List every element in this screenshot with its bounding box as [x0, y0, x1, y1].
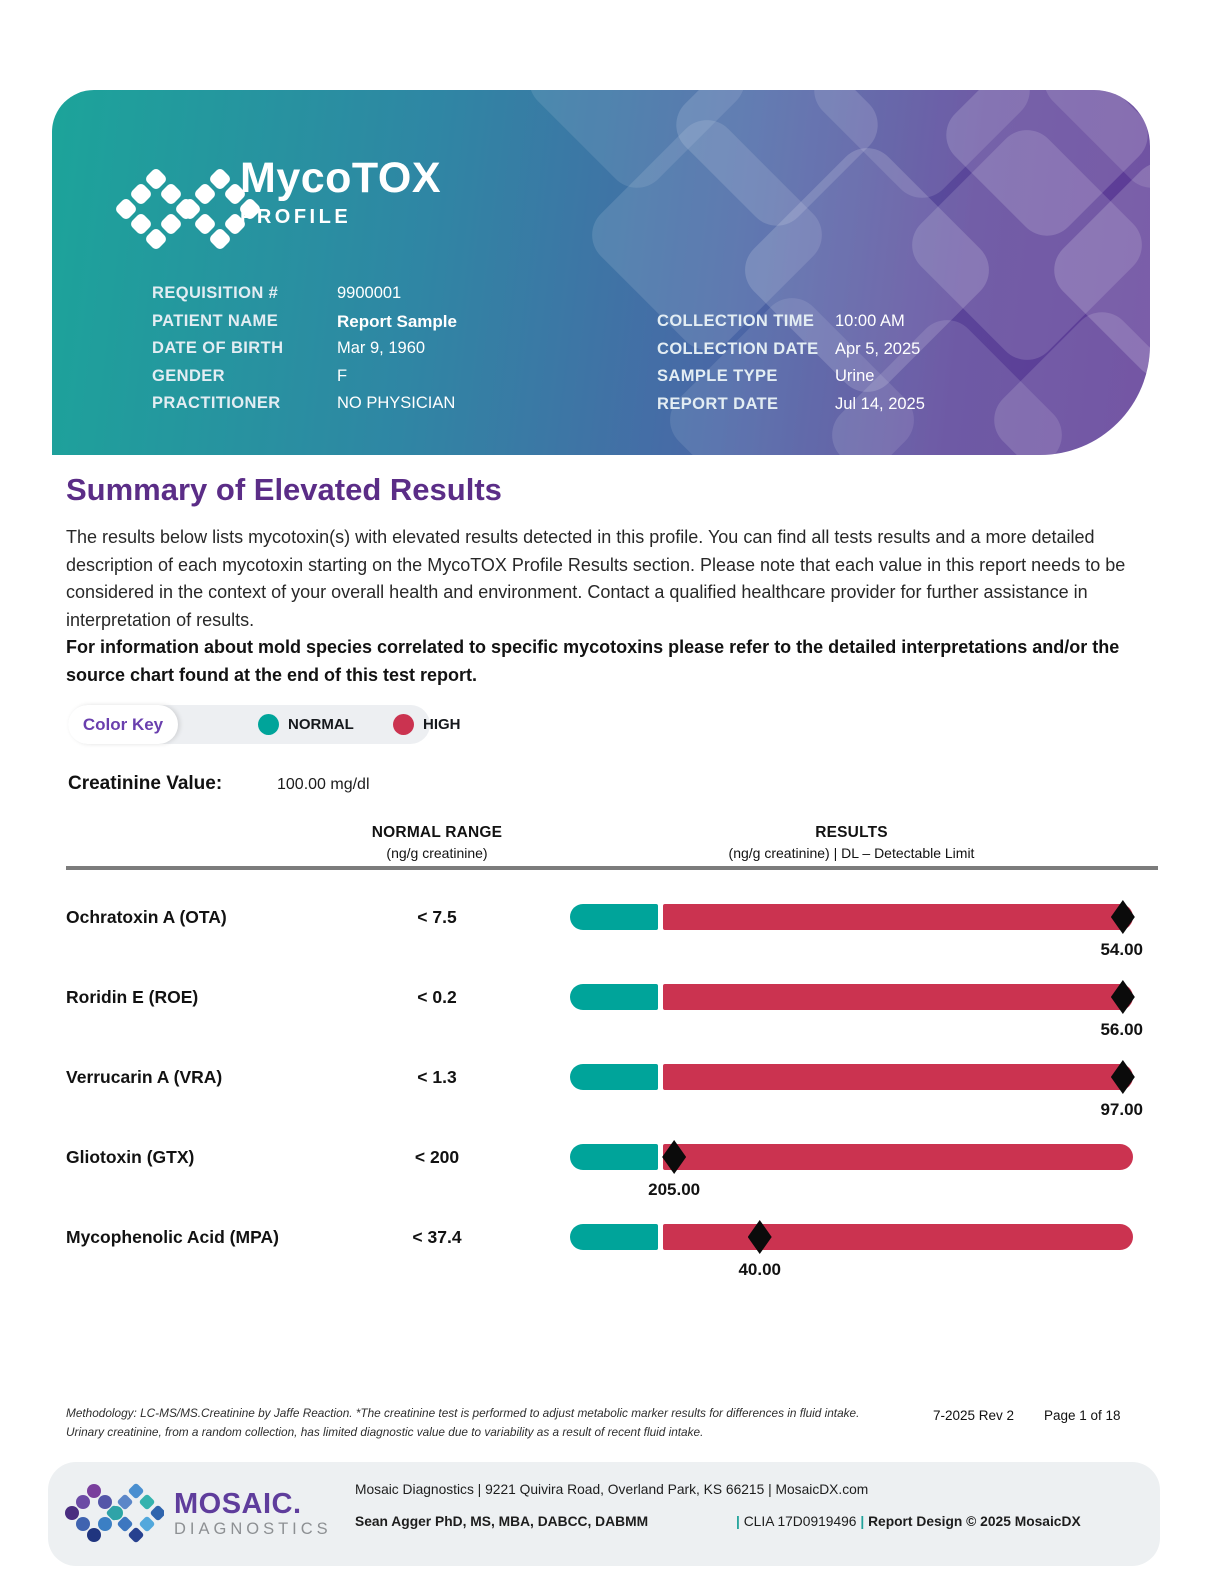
bar-high-segment — [662, 1224, 1133, 1250]
result-bar: 205.00 — [570, 1140, 1133, 1199]
result-bar: 56.00 — [570, 980, 1143, 1039]
field-value: Apr 5, 2025 — [835, 339, 921, 358]
field-value: NO PHYSICIAN — [337, 394, 456, 413]
field-row: PRACTITIONER NO PHYSICIAN — [152, 390, 457, 418]
report-banner: MycoTOX PROFILE REQUISITION # 9900001 PA… — [52, 90, 1150, 455]
result-value: 56.00 — [1100, 1020, 1143, 1039]
pipe-separator: | — [736, 1514, 740, 1529]
analyte-name: Roridin E (ROE) — [66, 987, 199, 1007]
mycotox-logo-icon — [116, 169, 260, 249]
pipe-separator: | — [860, 1514, 865, 1529]
field-value: Mar 9, 1960 — [337, 339, 426, 358]
product-subtitle: PROFILE — [240, 206, 352, 228]
field-row: GENDER F — [152, 363, 457, 391]
color-key-normal: NORMAL — [258, 705, 354, 744]
normal-range-value: < 0.2 — [417, 987, 457, 1007]
field-row: PATIENT NAME Report Sample — [152, 308, 457, 336]
product-wordmark: MycoTOX PROFILE — [240, 156, 441, 229]
report-copyright: Report Design © 2025 MosaicDX — [868, 1514, 1081, 1529]
chart-row-roridin: Roridin E (ROE) < 0.2 56.00 — [0, 957, 1224, 1039]
table-header-divider — [66, 866, 1158, 870]
result-value: 205.00 — [648, 1180, 701, 1199]
bar-normal-segment — [570, 1064, 658, 1090]
bar-normal-segment — [570, 1224, 658, 1250]
high-dot-icon — [393, 714, 414, 735]
result-bar: 97.00 — [570, 1060, 1143, 1119]
color-key-label: Color Key — [68, 705, 178, 744]
field-row: REPORT DATE Jul 14, 2025 — [657, 391, 925, 419]
normal-range-value: < 200 — [414, 1147, 460, 1167]
bar-high-segment — [662, 1064, 1133, 1090]
mosaic-wordmark: MOSAIC. DIAGNOSTICS — [174, 1487, 332, 1538]
result-value: 54.00 — [1100, 940, 1143, 959]
field-row: DATE OF BIRTH Mar 9, 1960 — [152, 335, 457, 363]
column-header-range: NORMAL RANGE (ng/g creatinine) — [371, 824, 503, 861]
bar-high-segment — [662, 1144, 1133, 1170]
analyte-name: Gliotoxin (GTX) — [66, 1147, 195, 1167]
bar-high-segment — [662, 904, 1133, 930]
result-value: 40.00 — [738, 1260, 781, 1279]
footer-clia-line: | CLIA 17D0919496 | Report Design © 2025… — [736, 1514, 1081, 1529]
analyte-name: Ochratoxin A (OTA) — [66, 907, 227, 927]
field-row: REQUISITION # 9900001 — [152, 280, 457, 308]
summary-paragraph-bold: For information about mold species corre… — [66, 637, 1120, 685]
normal-range-value: < 37.4 — [412, 1227, 462, 1247]
methodology-note: Methodology: LC-MS/MS.Creatinine by Jaff… — [66, 1406, 860, 1439]
footer-director: Sean Agger PhD, MS, MBA, DABCC, DABMM — [355, 1514, 649, 1529]
bar-normal-segment — [570, 904, 658, 930]
page-number: Page 1 of 18 — [1044, 1408, 1121, 1423]
summary-paragraph: The results below lists mycotoxin(s) wit… — [66, 527, 1126, 630]
chart-row-verrucarin: Verrucarin A (VRA) < 1.3 97.00 — [0, 1037, 1224, 1119]
field-value: Report Sample — [337, 311, 457, 331]
field-value: Jul 14, 2025 — [835, 394, 925, 413]
analyte-name: Mycophenolic Acid (MPA) — [66, 1227, 279, 1247]
result-value: 97.00 — [1100, 1100, 1143, 1119]
field-value: Urine — [835, 367, 875, 386]
bar-high-segment — [662, 984, 1133, 1010]
color-key-high: HIGH — [393, 705, 461, 744]
creatinine-value: 100.00 mg/dl — [277, 776, 370, 793]
creatinine-label: Creatinine Value: — [68, 773, 223, 794]
bar-normal-segment — [570, 984, 658, 1010]
bar-normal-segment — [570, 1144, 658, 1170]
chart-row-mycophenolic: Mycophenolic Acid (MPA) < 37.4 40.00 — [0, 1197, 1224, 1279]
footer-bar: MOSAIC. DIAGNOSTICS Mosaic Diagnostics |… — [48, 1462, 1160, 1566]
column-header-results: RESULTS (ng/g creatinine) | DL – Detecta… — [728, 824, 975, 861]
footer-address: Mosaic Diagnostics | 9221 Quivira Road, … — [355, 1482, 869, 1497]
field-value: 9900001 — [337, 284, 402, 302]
revision-label: 7-2025 Rev 2 — [933, 1408, 1015, 1423]
chart-row-gliotoxin: Gliotoxin (GTX) < 200 205.00 — [0, 1117, 1224, 1199]
collection-fields-right: COLLECTION TIME 10:00 AM COLLECTION DATE… — [657, 308, 925, 418]
patient-fields-left: REQUISITION # 9900001 PATIENT NAME Repor… — [152, 280, 457, 418]
result-bar: 40.00 — [570, 1220, 1133, 1279]
color-key: Color Key NORMAL HIGH — [68, 705, 461, 744]
result-bar: 54.00 — [570, 900, 1143, 959]
field-row: COLLECTION DATE Apr 5, 2025 — [657, 336, 925, 364]
field-value: 10:00 AM — [835, 312, 905, 330]
clia-number: CLIA 17D0919496 — [743, 1514, 857, 1529]
normal-range-value: < 7.5 — [417, 907, 457, 927]
normal-range-value: < 1.3 — [417, 1067, 457, 1087]
page-title: Summary of Elevated Results — [66, 472, 502, 507]
normal-dot-icon — [258, 714, 279, 735]
field-row: SAMPLE TYPE Urine — [657, 363, 925, 391]
field-value: F — [337, 366, 348, 385]
mosaic-logo-icon — [65, 1483, 164, 1543]
field-row: COLLECTION TIME 10:00 AM — [657, 308, 925, 336]
analyte-name: Verrucarin A (VRA) — [66, 1067, 223, 1087]
mosaic-logo: MOSAIC. DIAGNOSTICS — [64, 1478, 332, 1550]
chart-row-ochratoxin: Ochratoxin A (OTA) < 7.5 54.00 — [0, 877, 1224, 959]
product-name: MycoTOX — [240, 154, 442, 202]
